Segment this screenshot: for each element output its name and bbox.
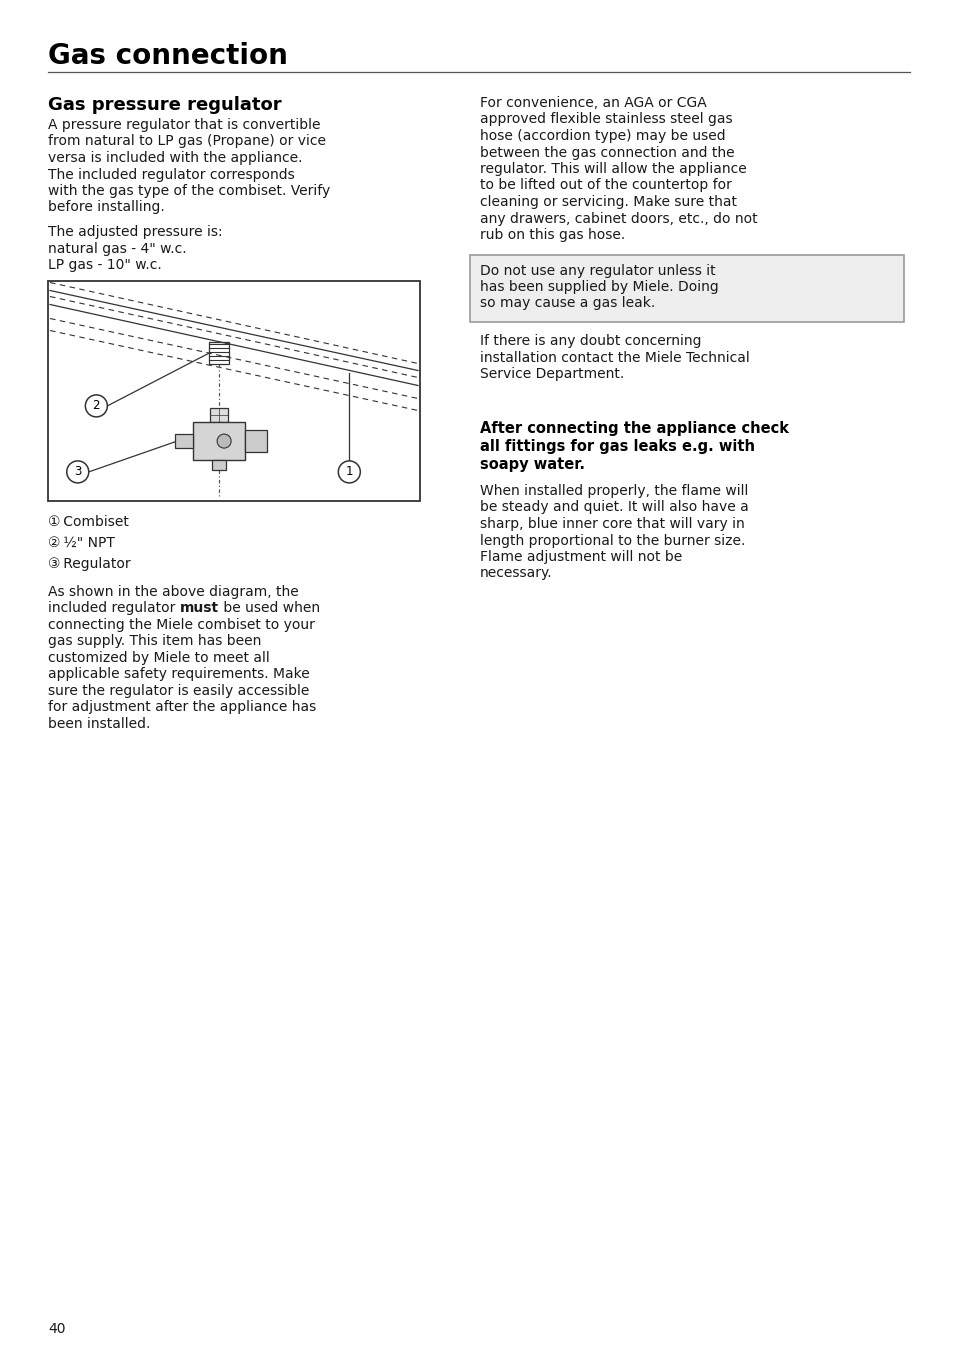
Bar (245, 430, 267, 452)
Text: rub on this gas hose.: rub on this gas hose. (479, 228, 624, 242)
Text: natural gas - 4" w.c.: natural gas - 4" w.c. (48, 242, 187, 256)
Text: For convenience, an AGA or CGA: For convenience, an AGA or CGA (479, 96, 706, 110)
Text: been installed.: been installed. (48, 717, 151, 731)
Text: necessary.: necessary. (479, 566, 552, 580)
Text: so may cause a gas leak.: so may cause a gas leak. (479, 296, 655, 311)
Text: has been supplied by Miele. Doing: has been supplied by Miele. Doing (479, 280, 718, 293)
Text: A pressure regulator that is convertible: A pressure regulator that is convertible (48, 118, 320, 132)
Circle shape (85, 395, 108, 416)
Text: all fittings for gas leaks e.g. with: all fittings for gas leaks e.g. with (479, 439, 754, 454)
Text: soapy water.: soapy water. (479, 457, 584, 472)
Text: regulator. This will allow the appliance: regulator. This will allow the appliance (479, 162, 746, 176)
Text: included regulator: included regulator (48, 602, 179, 615)
Text: ③ Regulator: ③ Regulator (48, 557, 131, 572)
Text: If there is any doubt concerning: If there is any doubt concerning (479, 334, 700, 347)
Text: length proportional to the burner size.: length proportional to the burner size. (479, 534, 744, 548)
Text: to be lifted out of the countertop for: to be lifted out of the countertop for (479, 178, 731, 192)
Text: The adjusted pressure is:: The adjusted pressure is: (48, 224, 222, 239)
Text: ① Combiset: ① Combiset (48, 515, 129, 529)
Text: Gas connection: Gas connection (48, 42, 288, 70)
Bar (212, 460, 226, 470)
Text: between the gas connection and the: between the gas connection and the (479, 146, 734, 160)
Text: approved flexible stainless steel gas: approved flexible stainless steel gas (479, 112, 732, 127)
Text: versa is included with the appliance.: versa is included with the appliance. (48, 151, 302, 165)
Text: customized by Miele to meet all: customized by Miele to meet all (48, 650, 270, 665)
FancyBboxPatch shape (470, 254, 903, 322)
Text: applicable safety requirements. Make: applicable safety requirements. Make (48, 668, 310, 681)
Text: be steady and quiet. It will also have a: be steady and quiet. It will also have a (479, 500, 748, 515)
Text: Service Department.: Service Department. (479, 366, 623, 381)
Bar (193, 422, 245, 460)
Text: Gas pressure regulator: Gas pressure regulator (48, 96, 281, 114)
Text: When installed properly, the flame will: When installed properly, the flame will (479, 484, 747, 498)
Text: gas supply. This item has been: gas supply. This item has been (48, 634, 261, 649)
Text: 3: 3 (74, 465, 81, 479)
Text: ② ½" NPT: ② ½" NPT (48, 535, 114, 550)
Text: 1: 1 (345, 465, 353, 479)
Text: connecting the Miele combiset to your: connecting the Miele combiset to your (48, 618, 314, 631)
Text: must: must (179, 602, 218, 615)
Text: 2: 2 (92, 399, 100, 412)
Text: installation contact the Miele Technical: installation contact the Miele Technical (479, 350, 749, 365)
Text: with the gas type of the combiset. Verify: with the gas type of the combiset. Verif… (48, 184, 330, 197)
Text: before installing.: before installing. (48, 200, 165, 215)
Text: 40: 40 (48, 1322, 66, 1336)
Text: for adjustment after the appliance has: for adjustment after the appliance has (48, 700, 315, 714)
Text: As shown in the above diagram, the: As shown in the above diagram, the (48, 585, 298, 599)
Text: sure the regulator is easily accessible: sure the regulator is easily accessible (48, 684, 309, 698)
Text: The included regulator corresponds: The included regulator corresponds (48, 168, 294, 181)
FancyBboxPatch shape (48, 280, 419, 500)
Text: Flame adjustment will not be: Flame adjustment will not be (479, 550, 681, 564)
Bar (209, 342, 229, 364)
Text: hose (accordion type) may be used: hose (accordion type) may be used (479, 128, 725, 143)
Text: any drawers, cabinet doors, etc., do not: any drawers, cabinet doors, etc., do not (479, 211, 757, 226)
Circle shape (338, 461, 360, 483)
Text: from natural to LP gas (Propane) or vice: from natural to LP gas (Propane) or vice (48, 134, 326, 149)
Bar (175, 434, 193, 448)
Bar (210, 408, 228, 422)
Text: After connecting the appliance check: After connecting the appliance check (479, 422, 788, 437)
Text: Do not use any regulator unless it: Do not use any regulator unless it (479, 264, 715, 277)
Text: be used when: be used when (218, 602, 319, 615)
Circle shape (217, 434, 231, 448)
Text: LP gas - 10" w.c.: LP gas - 10" w.c. (48, 258, 162, 272)
Text: sharp, blue inner core that will vary in: sharp, blue inner core that will vary in (479, 516, 744, 531)
Circle shape (67, 461, 89, 483)
Text: cleaning or servicing. Make sure that: cleaning or servicing. Make sure that (479, 195, 737, 210)
